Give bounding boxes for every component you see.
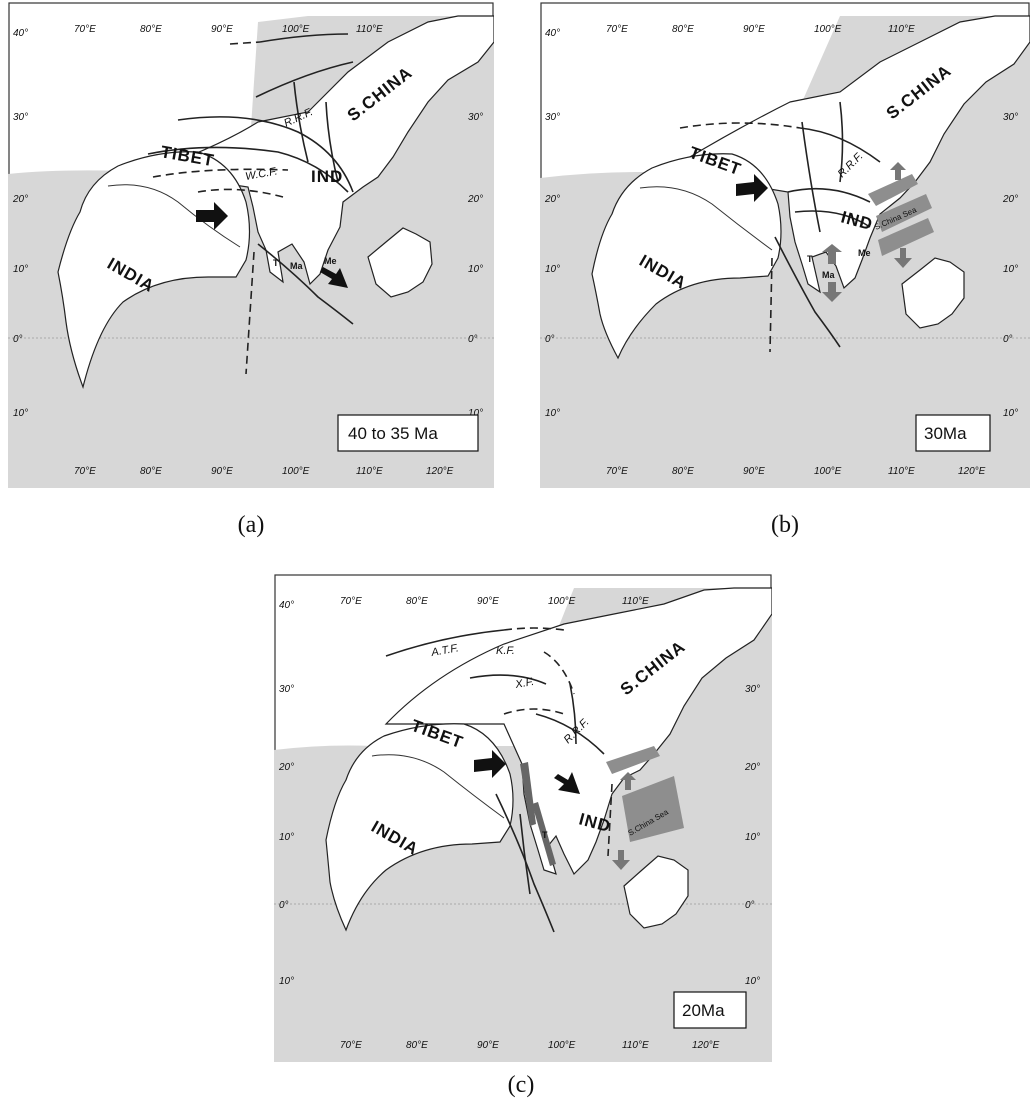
tick-top-90: 90°E <box>211 24 233 35</box>
age-box-c <box>673 991 747 1029</box>
age-label-c: 20Ma <box>682 1001 725 1020</box>
tick-left-minus10: 10° <box>13 408 28 419</box>
tick-top-90: 90°E <box>477 596 499 607</box>
tick-top-110: 110°E <box>888 24 915 35</box>
tick-left-40: 40° <box>13 28 28 39</box>
tick-bottom-110: 110°E <box>888 466 915 477</box>
tick-right-30: 30° <box>1003 112 1018 123</box>
panel-a-map: TIBET INDIA S.CHINA IND R.R.F. W.C.F. T … <box>8 2 494 488</box>
label-t: T <box>273 258 279 268</box>
tick-left-40: 40° <box>279 600 294 611</box>
tick-top-80: 80°E <box>406 596 428 607</box>
tick-left-0: 0° <box>13 334 23 345</box>
tick-right-10: 10° <box>1003 264 1018 275</box>
tick-top-100: 100°E <box>814 24 842 35</box>
tick-bottom-100: 100°E <box>548 1040 576 1051</box>
tick-right-10: 10° <box>745 832 760 843</box>
tick-left-40: 40° <box>545 28 560 39</box>
tick-right-30: 30° <box>468 112 483 123</box>
tick-right-20: 20° <box>744 762 760 773</box>
tick-top-70: 70°E <box>340 596 362 607</box>
tick-bottom-90: 90°E <box>477 1040 499 1051</box>
panel-a: TIBET INDIA S.CHINA IND R.R.F. W.C.F. T … <box>8 2 494 488</box>
tick-bottom-80: 80°E <box>406 1040 428 1051</box>
label-ma: Ma <box>822 270 835 280</box>
label-ind: IND <box>311 167 343 186</box>
tick-left-30: 30° <box>545 112 560 123</box>
tick-bottom-90: 90°E <box>743 466 765 477</box>
tick-bottom-120: 120°E <box>958 466 986 477</box>
age-label-a: 40 to 35 Ma <box>348 424 438 443</box>
panel-c: TIBET INDIA S.CHINA IND A.T.F. K.F. X.F.… <box>274 574 772 1062</box>
tick-right-10: 10° <box>468 264 483 275</box>
tick-top-100: 100°E <box>548 596 576 607</box>
tick-bottom-70: 70°E <box>606 466 628 477</box>
caption-a: (a) <box>237 512 265 538</box>
age-box-a <box>337 414 479 452</box>
tick-top-90: 90°E <box>743 24 765 35</box>
tick-right-0: 0° <box>468 334 478 345</box>
tick-left-10: 10° <box>13 264 28 275</box>
tick-bottom-90: 90°E <box>211 466 233 477</box>
tick-right-20: 20° <box>467 194 483 205</box>
tick-left-30: 30° <box>279 684 294 695</box>
tick-bottom-110: 110°E <box>622 1040 649 1051</box>
tick-left-20: 20° <box>544 194 560 205</box>
fault-label-xf: X.F. <box>513 676 535 691</box>
fault-label-atf: A.T.F. <box>429 642 459 659</box>
tick-top-110: 110°E <box>356 24 383 35</box>
label-t: T <box>542 830 548 840</box>
label-me: Me <box>858 248 871 258</box>
tick-bottom-110: 110°E <box>356 466 383 477</box>
tick-bottom-100: 100°E <box>282 466 310 477</box>
tick-right-0: 0° <box>745 900 755 911</box>
tick-right-20: 20° <box>1002 194 1018 205</box>
tick-top-80: 80°E <box>140 24 162 35</box>
tick-right-minus10: 10° <box>468 408 483 419</box>
tick-right-minus10: 10° <box>745 976 760 987</box>
tick-right-0: 0° <box>1003 334 1013 345</box>
tick-bottom-100: 100°E <box>814 466 842 477</box>
tick-top-100: 100°E <box>282 24 310 35</box>
tick-left-0: 0° <box>545 334 555 345</box>
fault-label-kf: K.F. <box>496 645 515 657</box>
tick-right-30: 30° <box>745 684 760 695</box>
tick-left-10: 10° <box>279 832 294 843</box>
age-label-b: 30Ma <box>924 424 967 443</box>
tick-left-minus10: 10° <box>545 408 560 419</box>
tick-right-minus10: 10° <box>1003 408 1018 419</box>
panel-b: TIBET INDIA S.CHINA IND R.R.F. T Ma Me S… <box>540 2 1030 488</box>
caption-b: (b) <box>771 512 799 538</box>
tick-top-110: 110°E <box>622 596 649 607</box>
tick-left-0: 0° <box>279 900 289 911</box>
label-me: Me <box>324 256 337 266</box>
fault-label-wcf: W.C.F. <box>244 166 278 183</box>
tick-bottom-80: 80°E <box>672 466 694 477</box>
tick-top-70: 70°E <box>606 24 628 35</box>
tick-bottom-70: 70°E <box>74 466 96 477</box>
tick-left-20: 20° <box>278 762 294 773</box>
caption-c: (c) <box>507 1072 535 1098</box>
tick-top-70: 70°E <box>74 24 96 35</box>
tick-left-10: 10° <box>545 264 560 275</box>
tick-bottom-120: 120°E <box>426 466 454 477</box>
tick-top-80: 80°E <box>672 24 694 35</box>
panel-c-map: TIBET INDIA S.CHINA IND A.T.F. K.F. X.F.… <box>274 574 772 1062</box>
tick-bottom-80: 80°E <box>140 466 162 477</box>
tick-left-30: 30° <box>13 112 28 123</box>
tick-left-20: 20° <box>12 194 28 205</box>
label-ma: Ma <box>290 261 303 271</box>
age-box-b <box>915 414 991 452</box>
tick-left-minus10: 10° <box>279 976 294 987</box>
tick-bottom-70: 70°E <box>340 1040 362 1051</box>
panel-b-map: TIBET INDIA S.CHINA IND R.R.F. T Ma Me S… <box>540 2 1030 488</box>
tick-bottom-120: 120°E <box>692 1040 720 1051</box>
label-t: T <box>807 254 813 264</box>
